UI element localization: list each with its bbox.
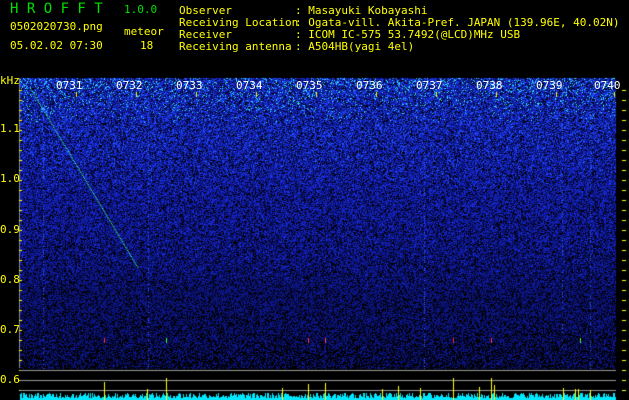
observer-label: Observer (179, 4, 232, 17)
time-tick-label: 0734 (236, 79, 263, 92)
app-version: 1.0.0 (124, 3, 158, 16)
meteor-label: meteor (124, 25, 164, 38)
y-tick-label: 0.8 (0, 273, 20, 286)
time-tick-label: 0731 (56, 79, 83, 92)
antenna-value: : A504HB(yagi 4el) (295, 40, 415, 53)
y-unit-label: kHz (0, 74, 20, 87)
observer-text: Masayuki Kobayashi (308, 4, 428, 17)
app-title: H R O F F T (10, 1, 103, 17)
time-tick-label: 0732 (116, 79, 143, 92)
file-datetime: 05.02.02 07:30 (10, 39, 103, 52)
receiver-text: ICOM IC-575 53.7492(@LCD)MHz USB (308, 28, 521, 41)
time-tick-label: 0740 (594, 79, 621, 92)
time-tick-label: 0735 (296, 79, 323, 92)
location-label: Receiving Location (179, 16, 299, 29)
time-tick-label: 0739 (536, 79, 563, 92)
location-text: Ogata-vill. Akita-Pref. JAPAN (139.96E, … (308, 16, 620, 29)
y-tick-label: 1.0 (0, 172, 20, 185)
time-tick-label: 0738 (476, 79, 503, 92)
y-tick-label: 0.9 (0, 223, 20, 236)
observer-value: : Masayuki Kobayashi (295, 4, 428, 17)
time-tick-label: 0737 (416, 79, 443, 92)
antenna-label: Receiving antenna (179, 40, 292, 53)
receiver-value: : ICOM IC-575 53.7492(@LCD)MHz USB (295, 28, 521, 41)
time-tick-label: 0733 (176, 79, 203, 92)
time-tick-label: 0736 (356, 79, 383, 92)
receiver-label: Receiver (179, 28, 232, 41)
location-value: : Ogata-vill. Akita-Pref. JAPAN (139.96E… (295, 16, 620, 29)
y-tick-label: 0.7 (0, 323, 20, 336)
file-name: 0502020730.png (10, 20, 103, 33)
y-tick-label: 1.1 (0, 122, 20, 135)
meteor-count: 18 (140, 39, 154, 52)
antenna-text: A504HB(yagi 4el) (308, 40, 415, 53)
y-tick-label: 0.6 (0, 373, 20, 386)
